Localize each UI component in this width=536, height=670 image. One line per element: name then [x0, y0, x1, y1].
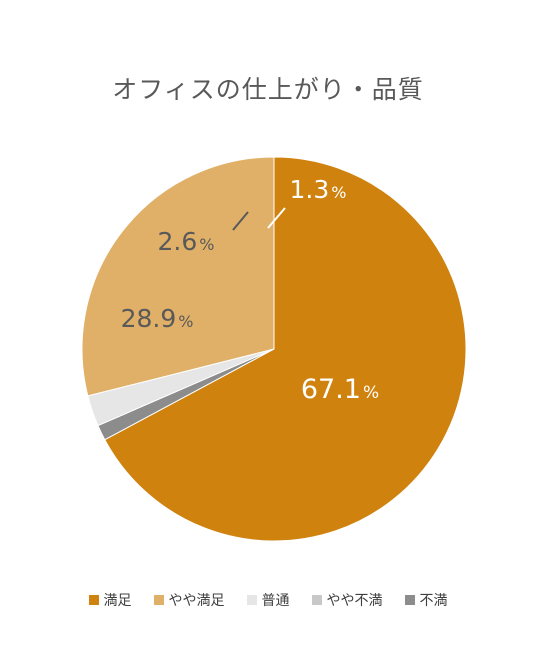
legend: 満足 やや満足 普通 やや不満 不満 [0, 590, 536, 610]
leader-line-2 [232, 211, 249, 231]
legend-item-3: やや不満 [311, 590, 383, 610]
legend-swatch-1 [153, 595, 164, 605]
legend-item-2: 普通 [246, 590, 290, 610]
legend-label-3: やや不満 [326, 593, 383, 609]
legend-swatch-4 [404, 595, 415, 605]
legend-label-2: 普通 [261, 593, 290, 609]
legend-swatch-3 [311, 595, 322, 605]
legend-item-0: 満足 [88, 590, 132, 610]
chart-title: オフィスの仕上がり・品質 [112, 75, 424, 104]
pie-slice-0 [104, 156, 467, 542]
data-label-2: 2.6% [158, 227, 215, 256]
legend-swatch-2 [246, 595, 257, 605]
legend-label-4: 不満 [419, 593, 448, 609]
leader-line-4 [267, 207, 286, 229]
legend-swatch-0 [88, 595, 99, 605]
pie-slice-1 [81, 156, 275, 397]
legend-label-1: やや満足 [168, 593, 225, 609]
legend-item-1: やや満足 [153, 590, 225, 610]
data-label-1: 28.9% [121, 304, 194, 333]
legend-label-0: 満足 [103, 593, 132, 609]
data-label-0: 67.1% [301, 374, 379, 405]
data-label-4: 1.3% [290, 175, 347, 204]
legend-item-4: 不満 [404, 590, 448, 610]
